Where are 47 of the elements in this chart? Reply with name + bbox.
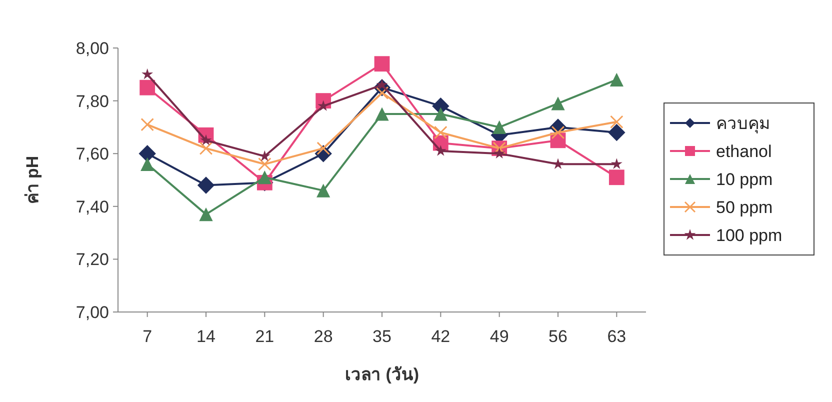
legend-label: ควบคุม [716,114,770,134]
point [608,170,624,186]
x-tick-label: 42 [431,327,450,346]
point [199,208,213,222]
x-tick-label: 28 [314,327,333,346]
y-tick-label: 8,00 [76,38,109,58]
point [434,126,448,140]
y-tick-label: 7,60 [76,144,109,164]
point [140,157,154,171]
x-tick-label: 21 [255,327,274,346]
point [608,124,626,142]
point [434,144,446,156]
point [316,184,330,198]
point [492,120,506,134]
y-tick-label: 7,20 [76,250,109,270]
x-axis-title: เวลา (วัน) [344,365,420,384]
x-tick-label: 7 [142,327,152,346]
point [197,176,215,194]
point [374,56,390,72]
point [551,96,565,110]
point [138,145,156,162]
y-tick-label: 7,40 [76,197,109,216]
point [375,107,389,121]
y-axis-title: ค่า pH [23,156,42,204]
legend-label: 100 ppm [716,226,782,245]
point [199,142,213,155]
point [258,158,272,171]
y-tick-label: 7,00 [76,302,109,322]
point [551,126,565,140]
legend-label: ethanol [716,142,772,161]
point [552,158,564,170]
x-tick-label: 14 [196,327,216,346]
point [140,80,156,96]
x-tick-label: 35 [372,327,392,346]
x-tick-label: 56 [548,327,568,346]
y-tick-label: 7,80 [76,92,109,111]
point [434,107,448,121]
legend-label: 50 ppm [716,198,773,217]
x-tick-label: 49 [490,327,509,346]
point [610,72,624,86]
point [140,118,154,132]
legend-label: 10 ppm [716,170,773,189]
x-tick-label: 63 [607,327,626,346]
point [610,115,624,129]
point [610,158,622,170]
point [258,170,272,184]
point [142,68,154,80]
